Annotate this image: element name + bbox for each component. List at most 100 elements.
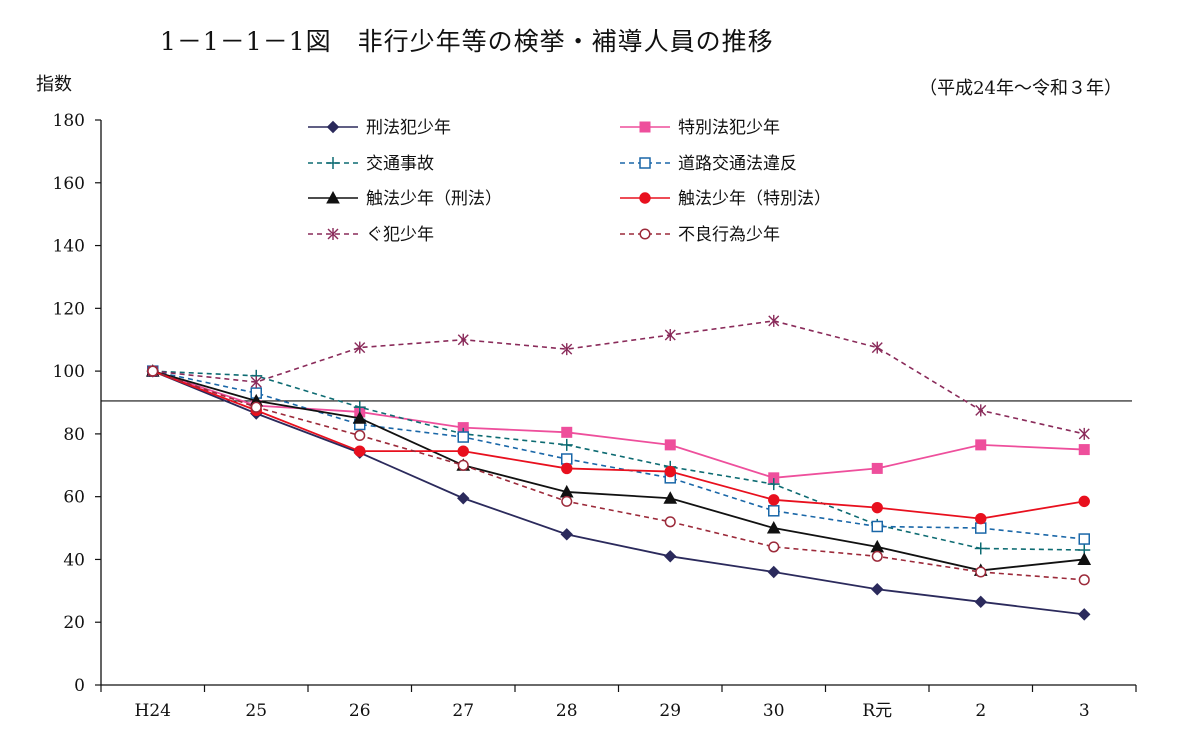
data-point <box>871 583 884 596</box>
data-point <box>1078 574 1090 586</box>
legend-item: 刑法犯少年 <box>308 118 451 138</box>
data-point <box>664 516 676 528</box>
x-tick-label: 29 <box>659 701 681 721</box>
data-point <box>1078 608 1091 621</box>
series-3 <box>147 365 1090 545</box>
data-point <box>1078 444 1090 456</box>
y-tick-label: 40 <box>63 550 85 570</box>
data-point <box>767 565 780 579</box>
data-point <box>664 550 677 563</box>
x-tick-label: 26 <box>349 701 371 721</box>
legend-item: ぐ犯少年 <box>308 225 434 245</box>
legend-marker <box>327 157 339 169</box>
data-point <box>871 462 883 474</box>
data-point <box>975 404 987 417</box>
data-point <box>871 501 883 514</box>
data-point <box>974 595 987 609</box>
data-point <box>250 376 262 389</box>
data-point <box>354 429 366 442</box>
legend-marker <box>639 192 651 204</box>
legend-marker <box>639 228 651 240</box>
legend-marker <box>327 228 339 240</box>
legend-marker <box>639 121 651 133</box>
legend-label: 触法少年（刑法） <box>366 189 502 209</box>
data-point <box>1078 495 1090 508</box>
series-line <box>152 370 1085 520</box>
y-tick-label: 80 <box>63 425 85 445</box>
legend-label: 道路交通法違反 <box>678 154 797 174</box>
legend-marker <box>639 157 651 169</box>
series-layer <box>145 314 1092 621</box>
x-tick-label: 3 <box>1079 701 1090 721</box>
series-5 <box>147 365 1090 525</box>
data-point <box>1077 552 1092 565</box>
legend-item: 道路交通法違反 <box>620 154 797 174</box>
x-tick-label: 25 <box>245 701 267 721</box>
data-point <box>560 438 573 451</box>
data-point <box>457 492 470 505</box>
data-point <box>561 453 573 465</box>
legend-item: 触法少年（刑法） <box>308 189 502 209</box>
y-tick-label: 140 <box>53 237 85 257</box>
series-line <box>152 370 1085 540</box>
data-point <box>457 459 469 471</box>
data-point <box>975 439 987 451</box>
data-point <box>354 341 366 354</box>
data-point <box>768 314 780 327</box>
data-point <box>768 494 780 506</box>
y-axis-label: 指数 <box>36 74 72 95</box>
legend-marker <box>326 190 340 204</box>
data-point <box>561 462 573 475</box>
x-tick-label: R元 <box>862 701 892 721</box>
data-point <box>767 478 780 491</box>
data-point <box>561 426 573 438</box>
x-tick-label: 27 <box>452 701 474 721</box>
axes: 0 20 40 60 80 100 120 140 160 180 H24 25 26 27 28 29 30 R… <box>53 111 1137 721</box>
x-tick-label: H24 <box>135 701 171 721</box>
series-line <box>152 370 1085 581</box>
legend-item: 特別法犯少年 <box>620 118 780 138</box>
legend-label: 特別法犯少年 <box>678 118 780 138</box>
x-tick-label: 30 <box>763 701 785 721</box>
data-point <box>871 520 883 533</box>
series-line <box>152 370 1085 551</box>
data-point <box>250 401 262 413</box>
legend-label: 交通事故 <box>366 154 434 174</box>
data-point <box>871 550 883 562</box>
legend-item: 不良行為少年 <box>620 225 780 245</box>
x-tick-label: 28 <box>556 701 578 721</box>
y-tick-label: 60 <box>63 488 85 508</box>
data-point <box>1078 427 1090 440</box>
y-tick-label: 20 <box>63 613 85 633</box>
y-tick-label: 100 <box>53 362 85 382</box>
y-tick-label: 180 <box>53 111 85 131</box>
data-point <box>354 445 366 457</box>
legend-label: 不良行為少年 <box>678 225 780 245</box>
series-line <box>152 370 1085 616</box>
data-point <box>766 521 781 534</box>
data-point <box>664 439 676 451</box>
y-tick-label: 0 <box>74 676 85 696</box>
data-point <box>975 522 987 534</box>
data-point <box>561 343 573 356</box>
data-point <box>871 341 883 354</box>
data-point <box>457 445 469 457</box>
series-1 <box>147 365 1090 484</box>
data-point <box>768 541 780 553</box>
data-point <box>974 542 987 555</box>
data-point <box>664 329 676 342</box>
data-point <box>664 465 676 478</box>
chart-subtitle: （平成24年～令和３年） <box>919 78 1122 99</box>
legend-marker <box>326 120 340 134</box>
legend-item: 交通事故 <box>308 154 434 174</box>
data-point <box>352 411 367 424</box>
legend-label: 刑法犯少年 <box>366 118 451 138</box>
data-point <box>147 365 159 377</box>
y-tick-label: 120 <box>53 299 85 319</box>
data-point <box>1078 533 1090 545</box>
data-point <box>975 566 987 578</box>
legend-label: 触法少年（特別法） <box>678 189 831 209</box>
chart-title: 1－1－1－1図 非行少年等の検挙・補導人員の推移 <box>160 27 774 56</box>
